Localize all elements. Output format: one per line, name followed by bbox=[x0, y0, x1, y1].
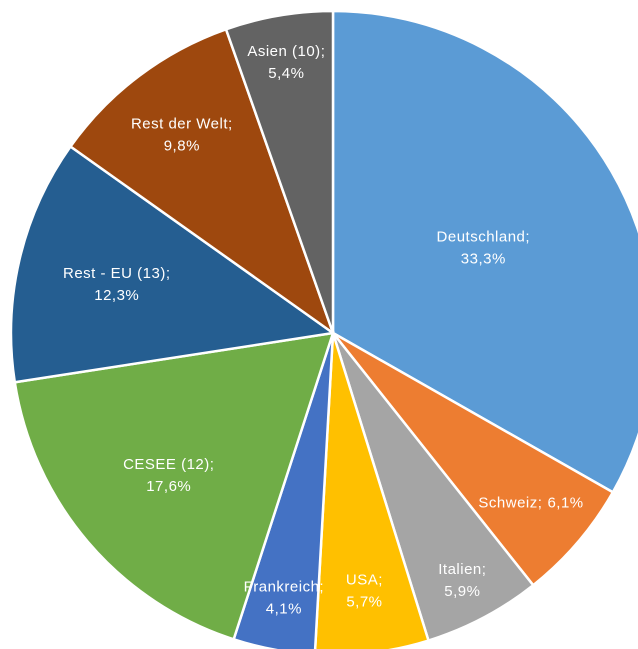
pie-slice bbox=[331, 9, 638, 494]
data-label: Rest der Welt; 9,8% bbox=[131, 115, 233, 154]
label-separator: ; bbox=[525, 229, 530, 246]
label-separator: ; bbox=[228, 115, 233, 132]
data-label: Italien; 5,9% bbox=[438, 561, 486, 600]
data-label: CESEE (12); 17,6% bbox=[123, 456, 214, 495]
label-separator: ; bbox=[210, 456, 215, 473]
label-value: 5,7% bbox=[346, 594, 382, 611]
label-value: 33,3% bbox=[461, 251, 506, 268]
pie-slice bbox=[313, 332, 431, 649]
label-category: Frankreich bbox=[244, 579, 320, 596]
label-category: Rest - EU (13) bbox=[63, 265, 166, 282]
pie-slice bbox=[13, 331, 335, 641]
data-label: Rest - EU (13); 12,3% bbox=[63, 265, 171, 304]
label-category: Schweiz bbox=[478, 495, 537, 512]
pie-slice bbox=[9, 144, 337, 384]
pie-slice bbox=[68, 27, 336, 337]
label-value: 9,8% bbox=[164, 137, 200, 154]
data-label: USA; 5,7% bbox=[346, 572, 383, 611]
label-category: Asien (10) bbox=[247, 43, 320, 60]
label-value: 12,3% bbox=[94, 287, 139, 304]
label-separator: ; bbox=[482, 561, 487, 578]
label-category: Deutschland bbox=[437, 229, 526, 246]
label-category: USA bbox=[346, 572, 378, 589]
label-separator: ; bbox=[321, 43, 326, 60]
label-category: Italien bbox=[438, 561, 482, 578]
label-value: 4,1% bbox=[266, 601, 302, 618]
label-category: CESEE (12) bbox=[123, 456, 210, 473]
data-label: Asien (10); 5,4% bbox=[247, 43, 325, 82]
data-label: Schweiz; 6,1% bbox=[478, 495, 583, 512]
label-value: 5,4% bbox=[268, 65, 304, 82]
label-separator: ; bbox=[166, 265, 171, 282]
data-label: Deutschland; 33,3% bbox=[437, 229, 531, 268]
label-separator: ; bbox=[319, 579, 324, 596]
label-separator: ; bbox=[378, 572, 383, 589]
label-separator: ; bbox=[538, 495, 543, 512]
label-value: 17,6% bbox=[146, 478, 191, 495]
data-label: Frankreich; 4,1% bbox=[244, 579, 325, 618]
label-value: 6,1% bbox=[547, 495, 583, 512]
pie-slice bbox=[332, 331, 615, 587]
label-category: Rest der Welt bbox=[131, 115, 228, 132]
label-value: 5,9% bbox=[444, 583, 480, 600]
pie-slice bbox=[224, 9, 335, 334]
